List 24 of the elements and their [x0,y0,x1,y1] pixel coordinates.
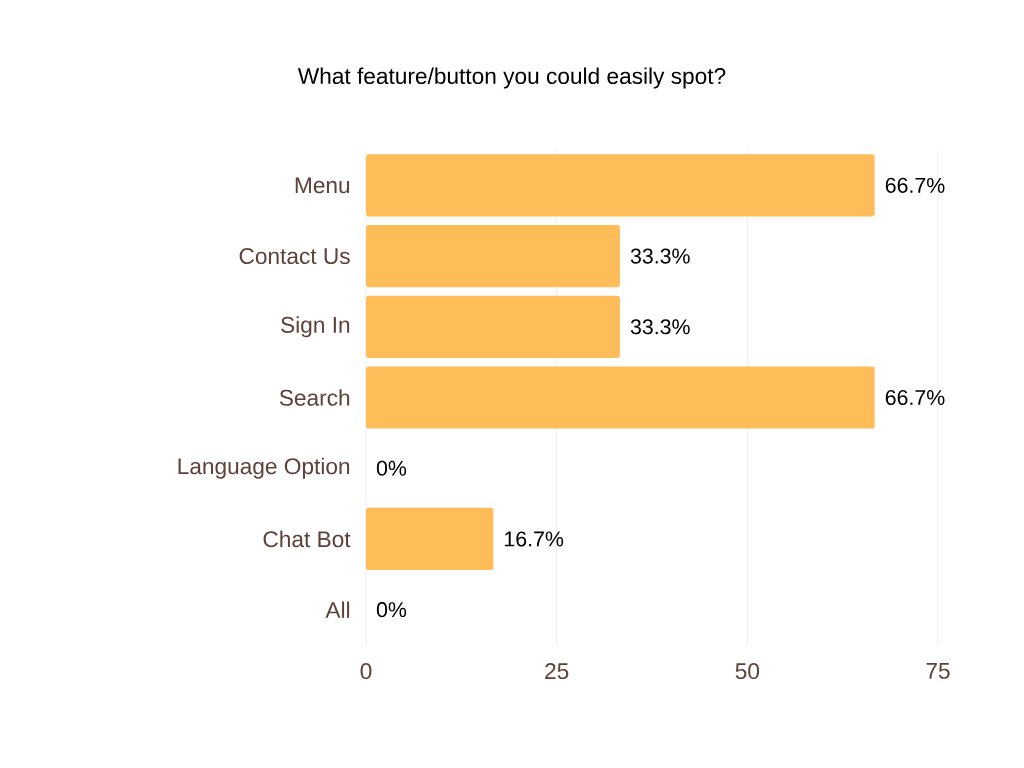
chart-title: What feature/button you could easily spot? [297,67,726,89]
y-tick-label: Contact Us [239,248,350,265]
y-tick-label: Search [279,389,350,406]
bar [366,507,494,571]
bar [366,154,875,217]
data-label: 0% [376,602,407,618]
y-tick-label: Chat Bot [263,530,351,548]
x-tick-label: 25 [545,663,569,680]
x-tick-label: 0 [360,663,372,680]
data-label: 16.7% [505,531,564,547]
data-label: 33.3% [630,319,690,335]
data-label: 33.3% [630,248,690,264]
y-tick-label: Sign In [281,316,350,338]
x-tick-label: 75 [926,663,950,679]
data-label: 66.7% [885,389,945,406]
y-tick-label: All [325,601,350,618]
y-tick-label: Language Option [178,457,350,479]
bar [366,224,620,288]
data-label: 66.7% [885,177,945,193]
bar [366,366,875,429]
y-tick-label: Menu [295,177,350,194]
data-label: 0% [376,460,407,476]
x-tick-label: 50 [735,663,760,680]
bar [366,295,620,358]
